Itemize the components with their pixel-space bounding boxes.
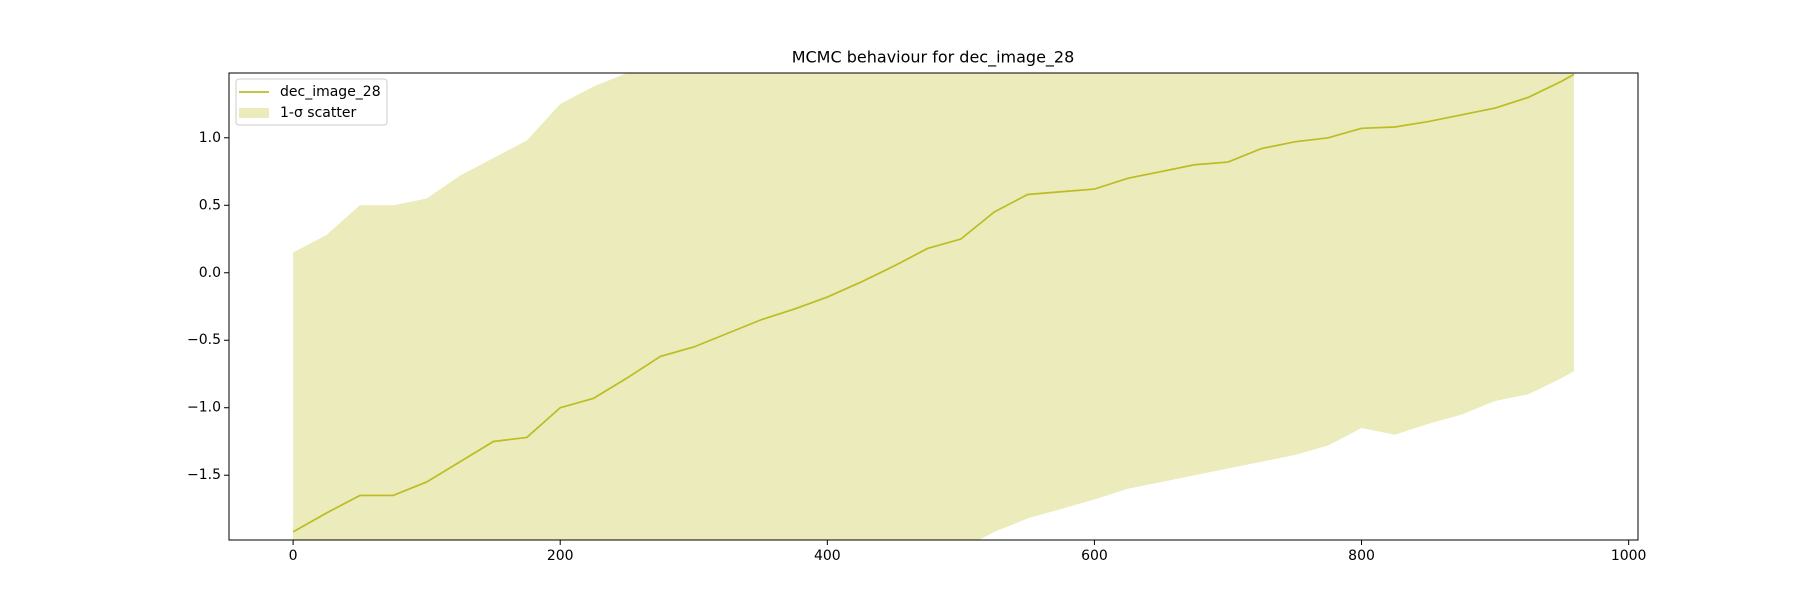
y-tick-label: 0.5: [199, 197, 221, 213]
series-line: [292, 73, 1575, 533]
plot-area: [292, 73, 1575, 540]
legend-patch: [239, 108, 269, 118]
x-tick-label: 1000: [1611, 548, 1647, 564]
scatter-band: [293, 73, 1574, 540]
legend-label: dec_image_28: [280, 84, 381, 100]
y-tick-label: −0.5: [187, 332, 221, 348]
y-tick-label: 1.0: [199, 130, 221, 146]
x-tick-label: 0: [289, 548, 298, 564]
chart-title: MCMC behaviour for dec_image_28: [792, 48, 1075, 68]
legend-box: [235, 78, 388, 126]
y-tick-label: −1.5: [187, 467, 221, 483]
y-tick-label: −1.0: [187, 400, 221, 416]
x-tick-label: 800: [1348, 548, 1375, 564]
x-tick-label: 200: [547, 548, 574, 564]
legend-label: 1-σ scatter: [280, 105, 356, 121]
y-tick-label: 0.0: [199, 265, 221, 281]
axes-frame: [228, 72, 1639, 541]
x-tick-label: 600: [1081, 548, 1108, 564]
x-tick-label: 400: [814, 548, 841, 564]
